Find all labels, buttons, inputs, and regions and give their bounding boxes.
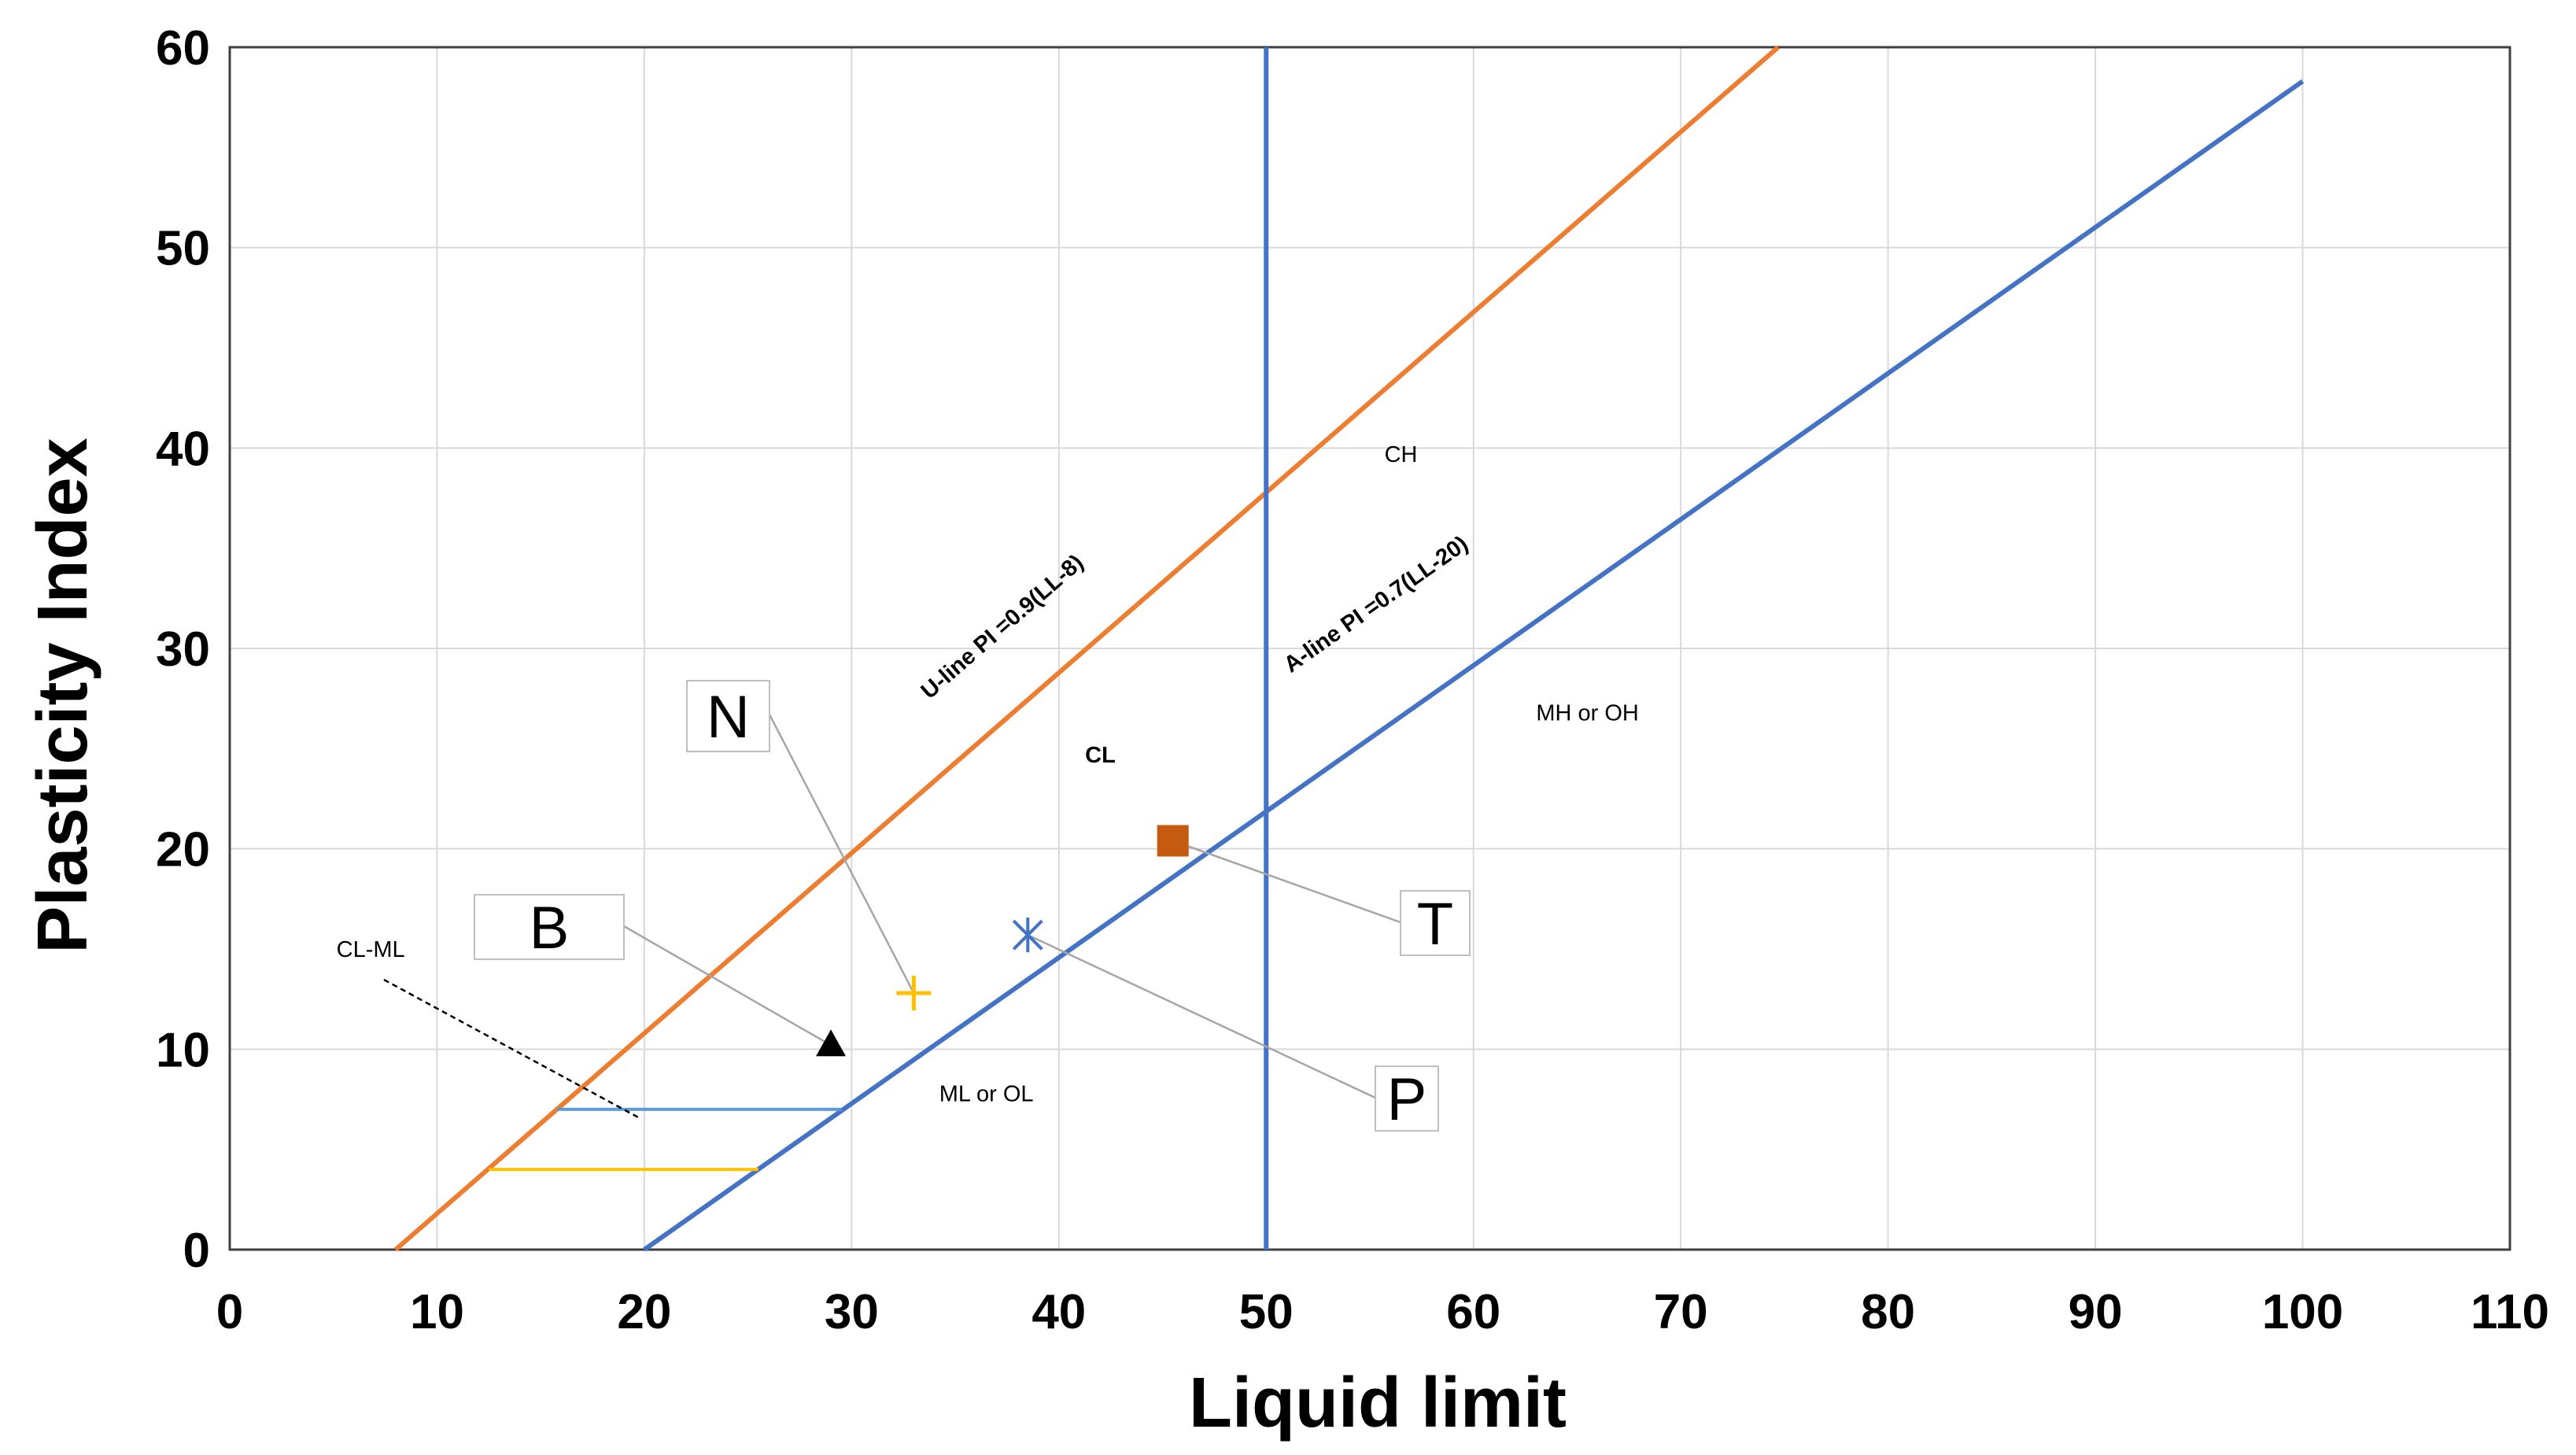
x-tick-label: 60 [1446,1285,1500,1339]
y-axis-ticks: 0 10 20 30 40 50 60 [156,21,210,1278]
data-points [816,825,1189,1057]
callout-leader [1027,934,1376,1099]
callout-box [474,894,625,960]
reference-line [393,45,1780,1252]
x-tick-label: 50 [1239,1285,1294,1339]
y-tick-label: 40 [156,422,210,476]
zone-label: ML or OL [939,1081,1034,1106]
y-tick-label: 0 [183,1224,210,1278]
point-callouts: B N P T [474,680,1471,1133]
cl-ml-pointer [383,978,642,1121]
callout-box [1400,890,1471,956]
x-tick-label: 80 [1861,1285,1915,1339]
x-tick-label: 70 [1654,1285,1708,1339]
zone-label: CH [1385,442,1418,467]
zone-label: CL-ML [337,937,405,962]
callout-box [686,680,770,752]
x-tick-label: 30 [825,1285,879,1339]
x-axis-title: Liquid limit [1189,1364,1567,1442]
callout-leader [1172,840,1401,924]
x-axis-ticks: 0 10 20 30 40 50 60 70 80 90 100 110 [216,1285,2549,1339]
x-tick-label: 0 [216,1285,243,1339]
x-tick-label: 20 [617,1285,671,1339]
callout-box [1375,1065,1439,1132]
y-tick-label: 10 [156,1023,210,1077]
y-axis-title: Plasticity Index [24,438,102,953]
point-marker-B [816,1029,847,1057]
x-tick-label: 110 [2471,1285,2549,1339]
x-tick-label: 40 [1032,1285,1086,1339]
point-marker-T [1157,825,1189,857]
zone-label: MH or OH [1536,700,1639,726]
y-tick-label: 20 [156,823,210,877]
reference-line [643,79,2305,1252]
callout-label: T [1417,891,1453,958]
x-tick-label: 10 [410,1285,464,1339]
callout-leader [623,925,832,1047]
y-tick-label: 50 [156,222,210,276]
point-marker-N [896,976,932,1011]
reference-lines [393,45,2305,1252]
callout-label: N [707,684,750,751]
plot-area-border [228,46,2511,1251]
point-marker-P [1012,918,1043,953]
y-tick-label: 60 [156,21,210,76]
zone-label: CL [1085,743,1116,768]
callout-label: B [530,895,570,962]
zone-labels: CH CL MH or OH ML or OL CL-ML [337,442,1639,1121]
x-tick-label: 100 [2262,1285,2343,1339]
callout-leader [768,714,915,994]
x-tick-label: 90 [2069,1285,2123,1339]
callout-label: P [1387,1066,1427,1133]
y-tick-label: 30 [156,622,210,677]
